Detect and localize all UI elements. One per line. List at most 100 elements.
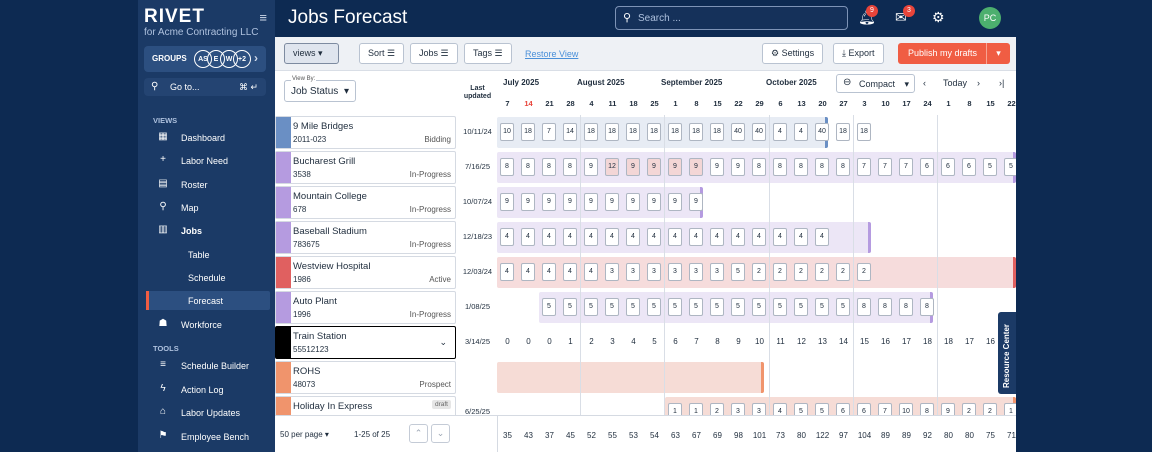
- forecast-cell[interactable]: 3: [668, 263, 682, 281]
- forecast-value[interactable]: 12: [797, 337, 806, 346]
- forecast-cell[interactable]: 4: [668, 228, 682, 246]
- forecast-cell[interactable]: 2: [773, 263, 787, 281]
- forecast-cell[interactable]: 2: [857, 263, 871, 281]
- forecast-cell[interactable]: 8: [500, 158, 514, 176]
- forecast-cell[interactable]: 4: [500, 228, 514, 246]
- forecast-cell[interactable]: 5: [584, 298, 598, 316]
- forecast-cell[interactable]: 9: [647, 158, 661, 176]
- groups-selector[interactable]: GROUPS AS E W +2 ›: [144, 46, 266, 72]
- tags-filter-button[interactable]: Tags ☰: [464, 43, 512, 64]
- forecast-cell[interactable]: 3: [647, 263, 661, 281]
- forecast-cell[interactable]: 5: [794, 298, 808, 316]
- job-card[interactable]: Baseball Stadium 783675 In-Progress: [275, 221, 456, 254]
- forecast-cell[interactable]: 8: [899, 298, 913, 316]
- forecast-value[interactable]: 0: [505, 337, 510, 346]
- forecast-cell[interactable]: 4: [605, 228, 619, 246]
- forecast-cell[interactable]: 4: [584, 228, 598, 246]
- forecast-cell[interactable]: 4: [521, 228, 535, 246]
- forecast-cell[interactable]: 8: [920, 298, 934, 316]
- forecast-cell[interactable]: 9: [500, 193, 514, 211]
- search-input[interactable]: ⚲ Search ...: [615, 6, 848, 30]
- nav-action-log[interactable]: ϟ Action Log: [146, 380, 270, 399]
- job-card[interactable]: Auto Plant 1996 In-Progress: [275, 291, 456, 324]
- forecast-cell[interactable]: 9: [584, 193, 598, 211]
- forecast-cell[interactable]: 8: [542, 158, 556, 176]
- forecast-cell[interactable]: 9: [521, 193, 535, 211]
- job-card[interactable]: 9 Mile Bridges 2011-023 Bidding: [275, 116, 456, 149]
- nav-map[interactable]: ⚲ Map: [146, 198, 270, 217]
- forecast-cell[interactable]: 9: [626, 193, 640, 211]
- forecast-cell[interactable]: 2: [815, 263, 829, 281]
- collapse-sidebar-icon[interactable]: ≡: [259, 10, 267, 25]
- forecast-cell[interactable]: 9: [689, 158, 703, 176]
- nav-labor-updates[interactable]: ⌂ Labor Updates: [146, 403, 270, 422]
- forecast-cell[interactable]: 2: [794, 263, 808, 281]
- forecast-cell[interactable]: 4: [563, 263, 577, 281]
- jobs-filter-button[interactable]: Jobs ☰: [410, 43, 458, 64]
- forecast-value[interactable]: 11: [776, 337, 785, 346]
- forecast-cell[interactable]: 5: [563, 298, 577, 316]
- forecast-value[interactable]: 9: [736, 337, 741, 346]
- goto-search[interactable]: ⚲ Go to... ⌘ ↵: [144, 78, 266, 96]
- forecast-value[interactable]: 2: [589, 337, 594, 346]
- forecast-cell[interactable]: 40: [815, 123, 829, 141]
- forecast-cell[interactable]: 18: [605, 123, 619, 141]
- nav-labor-need[interactable]: + Labor Need: [146, 151, 270, 170]
- forecast-cell[interactable]: 3: [626, 263, 640, 281]
- forecast-cell[interactable]: 18: [857, 123, 871, 141]
- forecast-cell[interactable]: 5: [752, 298, 766, 316]
- gear-icon[interactable]: ⚙: [932, 9, 945, 25]
- page-down-button[interactable]: ⌄: [431, 424, 450, 443]
- forecast-cell[interactable]: 18: [689, 123, 703, 141]
- forecast-cell[interactable]: 4: [626, 228, 640, 246]
- forecast-cell[interactable]: 8: [878, 298, 892, 316]
- forecast-cell[interactable]: 5: [983, 158, 997, 176]
- forecast-cell[interactable]: 4: [773, 228, 787, 246]
- forecast-cell[interactable]: 8: [815, 158, 829, 176]
- forecast-cell[interactable]: 9: [668, 158, 682, 176]
- forecast-cell[interactable]: 7: [878, 158, 892, 176]
- forecast-cell[interactable]: 8: [773, 158, 787, 176]
- forecast-cell[interactable]: 8: [836, 158, 850, 176]
- forecast-cell[interactable]: 5: [626, 298, 640, 316]
- nav-employee-bench[interactable]: ⚑ Employee Bench: [146, 427, 270, 446]
- forecast-cell[interactable]: 18: [647, 123, 661, 141]
- forecast-cell[interactable]: 4: [689, 228, 703, 246]
- page-up-button[interactable]: ⌃: [409, 424, 428, 443]
- forecast-cell[interactable]: 5: [542, 298, 556, 316]
- forecast-cell[interactable]: 4: [752, 228, 766, 246]
- forecast-cell[interactable]: 6: [920, 158, 934, 176]
- nav-jobs[interactable]: ▥ Jobs: [146, 221, 270, 240]
- job-card[interactable]: Westview Hospital 1986 Active: [275, 256, 456, 289]
- view-by-select[interactable]: View By: Job Status ▾: [284, 76, 356, 102]
- forecast-cell[interactable]: 9: [647, 193, 661, 211]
- forecast-cell[interactable]: 8: [521, 158, 535, 176]
- forecast-cell[interactable]: 9: [563, 193, 577, 211]
- forecast-cell[interactable]: 14: [563, 123, 577, 141]
- next-arrow-icon[interactable]: ›: [977, 78, 980, 88]
- forecast-value[interactable]: 10: [755, 337, 764, 346]
- forecast-cell[interactable]: 5: [815, 298, 829, 316]
- forecast-cell[interactable]: 5: [1004, 158, 1016, 176]
- forecast-cell[interactable]: 4: [794, 228, 808, 246]
- sort-button[interactable]: Sort ☰: [359, 43, 405, 64]
- forecast-cell[interactable]: 10: [500, 123, 514, 141]
- nav-workforce[interactable]: ☗ Workforce: [146, 315, 270, 334]
- nav-jobs-forecast[interactable]: Forecast: [146, 291, 270, 310]
- forecast-cell[interactable]: 40: [752, 123, 766, 141]
- forecast-value[interactable]: 6: [673, 337, 678, 346]
- last-arrow-icon[interactable]: ›|: [999, 78, 1005, 88]
- forecast-cell[interactable]: 4: [815, 228, 829, 246]
- forecast-cell[interactable]: 6: [962, 158, 976, 176]
- forecast-cell[interactable]: 9: [605, 193, 619, 211]
- forecast-cell[interactable]: 9: [626, 158, 640, 176]
- forecast-cell[interactable]: 4: [500, 263, 514, 281]
- forecast-cell[interactable]: 5: [668, 298, 682, 316]
- forecast-cell[interactable]: 18: [584, 123, 598, 141]
- forecast-cell[interactable]: 5: [731, 298, 745, 316]
- forecast-cell[interactable]: 2: [836, 263, 850, 281]
- resource-center-tab[interactable]: Resource Center: [998, 312, 1016, 394]
- forecast-value[interactable]: 4: [631, 337, 636, 346]
- forecast-cell[interactable]: 5: [710, 298, 724, 316]
- forecast-value[interactable]: 8: [715, 337, 720, 346]
